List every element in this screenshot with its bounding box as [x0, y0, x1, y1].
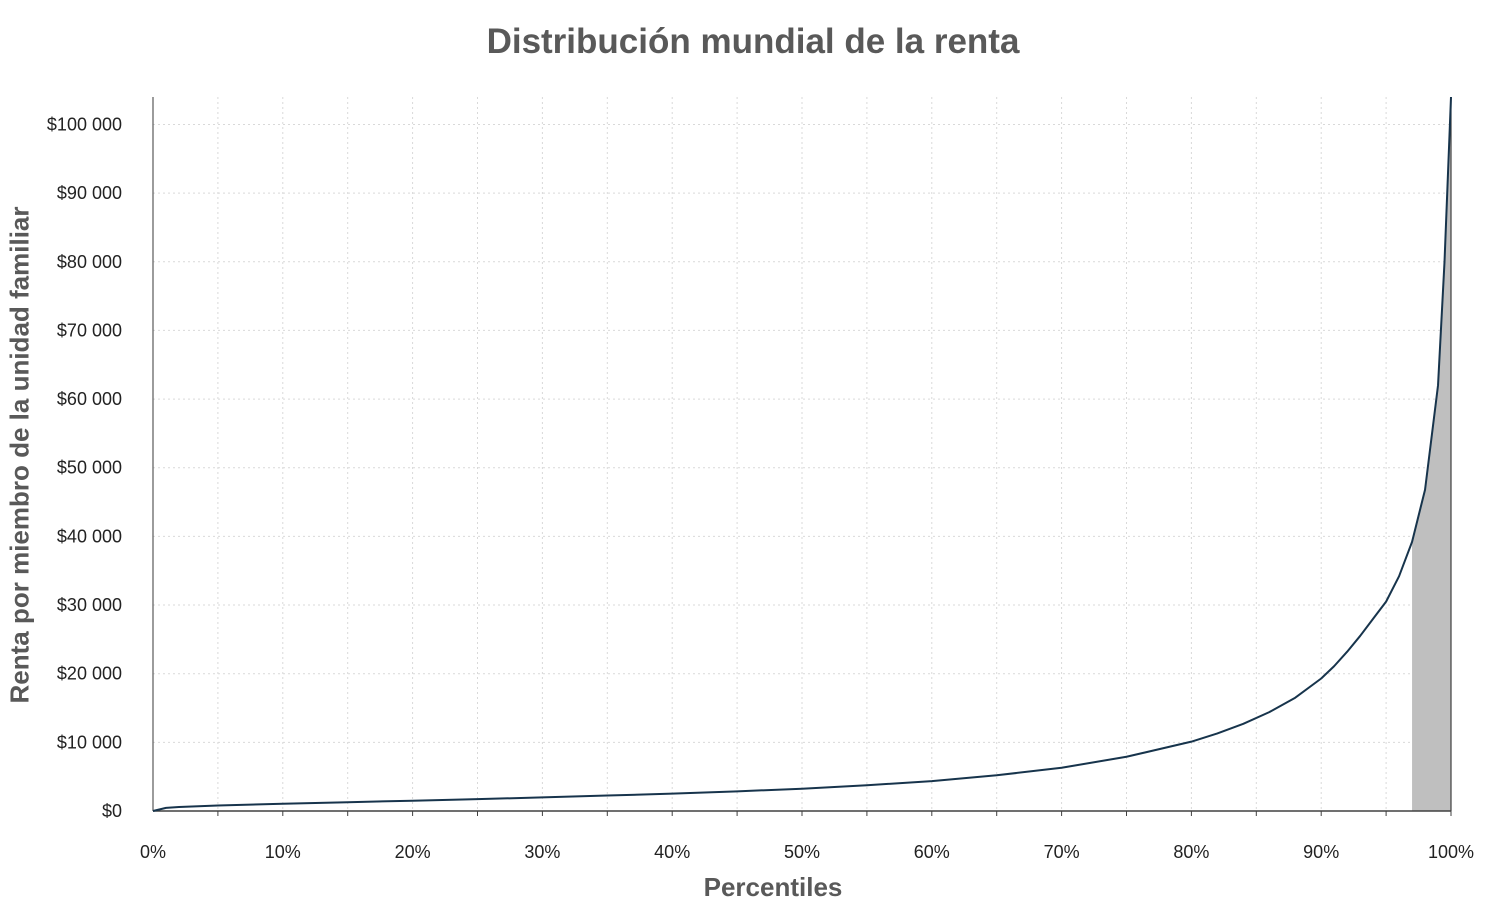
gridlines: [153, 97, 1451, 811]
x-tick-label: 40%: [654, 842, 690, 862]
x-tick-label: 30%: [524, 842, 560, 862]
x-tick-label: 80%: [1173, 842, 1209, 862]
top-percentile-highlight: [1412, 97, 1451, 811]
x-tick-labels: 0% 10% 20% 30% 40% 50% 60% 70% 80% 90% 100%: [140, 842, 1474, 862]
y-tick-label: $40 000: [57, 526, 122, 546]
y-tick-label: $100 000: [47, 114, 122, 134]
y-axis-title: Renta por miembro de la unidad familiar: [4, 206, 35, 704]
x-tick-label: 100%: [1428, 842, 1474, 862]
y-tick-label: $30 000: [57, 595, 122, 615]
x-tick-label: 10%: [265, 842, 301, 862]
x-tick-label: 20%: [395, 842, 431, 862]
chart-title: Distribución mundial de la renta: [486, 22, 1020, 61]
y-tick-label: $70 000: [57, 320, 122, 340]
x-tick-label: 60%: [914, 842, 950, 862]
x-tick-label: 0%: [140, 842, 166, 862]
highlight-area: [1412, 97, 1451, 811]
y-tick-labels: $0 $10 000 $20 000 $30 000 $40 000 $50 000 $60…: [47, 114, 122, 821]
x-axis-title: Percentiles: [703, 872, 843, 902]
y-tick-label: $20 000: [57, 664, 122, 684]
y-tick-label: $0: [102, 801, 122, 821]
series-group: [152, 96, 1452, 812]
x-tick-label: 70%: [1044, 842, 1080, 862]
y-tick-label: $50 000: [57, 458, 122, 478]
y-tick-label: $60 000: [57, 389, 122, 409]
series-line: [152, 96, 1452, 812]
y-tick-label: $90 000: [57, 183, 122, 203]
x-tick-label: 50%: [784, 842, 820, 862]
axes: [152, 97, 1452, 816]
y-tick-label: $10 000: [57, 732, 122, 752]
y-tick-label: $80 000: [57, 252, 122, 272]
x-tick-label: 90%: [1303, 842, 1339, 862]
